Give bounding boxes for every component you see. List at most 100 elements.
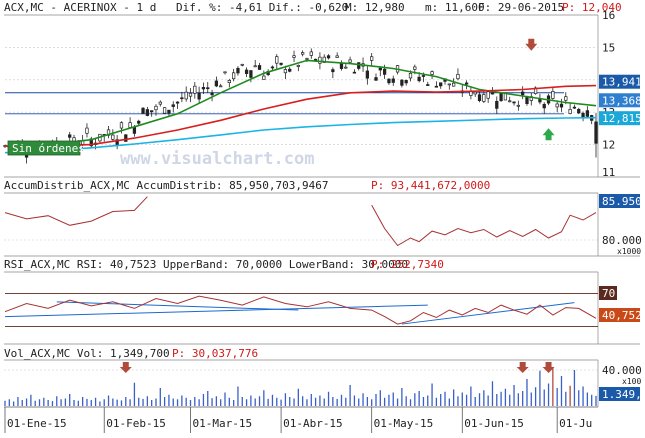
volume-value-tag [599, 387, 640, 401]
candle-body [223, 71, 227, 74]
accumdistrib-title: AccumDistrib_ACX,MC AccumDistrib: 85,950… [4, 179, 329, 192]
candle-body [551, 91, 555, 99]
price-tag-box [599, 93, 640, 108]
candle-body [206, 87, 210, 90]
candle-body [568, 109, 572, 114]
candle-body [175, 101, 180, 104]
volume-signal-arrow [542, 362, 555, 373]
series-ma_long [4, 116, 597, 154]
candle-body [145, 109, 149, 116]
candle-body [370, 56, 374, 61]
rsi-upper-tag-label: 70 [602, 287, 615, 300]
volume-signal-arrow [119, 362, 132, 373]
candle-body [115, 139, 119, 146]
volume-bars [4, 367, 597, 406]
x-tick-label: 01-May-15 [374, 417, 434, 430]
candle-body [400, 79, 404, 86]
price-tag-label: 13,368 [602, 94, 642, 107]
candle-body [404, 80, 408, 84]
candle-body [439, 82, 443, 87]
price-panel: ACX,MC - ACERINOX - 1 d Dif. %: -4,61 Di… [3, 1, 642, 179]
signal-arrow-up [542, 128, 555, 141]
accumdistrib-segment [371, 204, 597, 247]
candle-body-last [594, 121, 598, 144]
candle-body [473, 91, 477, 95]
rsi-bands [5, 293, 598, 327]
candle-body [296, 64, 300, 67]
candle-body [512, 101, 516, 104]
volume-multiplier: x100 [622, 377, 641, 386]
candle-body [240, 63, 244, 66]
candle-body [283, 69, 288, 74]
candle-body [288, 68, 292, 72]
candle-body [201, 87, 206, 90]
candle-body [309, 51, 313, 56]
candle-body [128, 122, 132, 128]
accumdistrib-extra: P: 93,441,672,0000 [371, 179, 490, 192]
candle-body [158, 101, 162, 105]
candle-body [232, 72, 236, 80]
candle-body [162, 107, 167, 114]
candle-body [564, 96, 568, 101]
candle-body [331, 69, 335, 73]
candle-body [374, 77, 378, 81]
candle-body [305, 58, 309, 60]
candle-body [124, 134, 128, 142]
candle-body [141, 107, 145, 114]
candle-body [434, 85, 439, 88]
signal-arrows [525, 38, 555, 141]
candle-body [499, 93, 503, 102]
candle-body [464, 82, 469, 85]
candle-body [344, 66, 348, 69]
rsi-trendline [4, 304, 428, 318]
x-tick-label: 01-Ene-15 [7, 417, 67, 430]
series-ma_medium [4, 84, 597, 147]
x-tick-label: 01-Ju [559, 417, 592, 430]
candle-body [257, 65, 262, 70]
candle-body [335, 55, 339, 58]
price-tag-label: 13,941 [602, 76, 642, 89]
sin-ordenes-label: Sin órdenes [12, 142, 85, 155]
price-header-max: M: 12,980 [345, 1, 405, 14]
candle-body [227, 80, 231, 84]
price-tag-label: 12,815 [602, 112, 642, 125]
candle-body [382, 68, 387, 75]
price-tag-box [599, 74, 640, 89]
accumdistrib-value-tag [599, 194, 640, 208]
volume-value-label: 1.349,7 [602, 388, 645, 401]
candle-body [318, 56, 322, 64]
volume-tick: 40.000 [602, 364, 642, 377]
accumdistrib-segment [4, 196, 148, 226]
candle-body [542, 103, 546, 109]
sin-ordenes-box [7, 140, 81, 156]
candle-body [89, 138, 93, 147]
candle-body [236, 67, 240, 74]
volume-extra: P: 30,037,776 [172, 347, 258, 360]
candle-body [85, 127, 89, 134]
series-ma_short [4, 59, 597, 147]
volume-title: Vol_ACX,MC Vol: 1,349,700 [4, 347, 170, 360]
price-tag-box [599, 111, 640, 126]
candle-body [326, 55, 331, 59]
candle-body [508, 100, 512, 103]
candle-body [249, 70, 253, 78]
candle-body [417, 76, 421, 82]
moving-averages [4, 59, 597, 154]
candle-body [365, 70, 369, 79]
candle-body [555, 103, 559, 108]
price-header-last: P: 12,040 [562, 1, 622, 14]
volume-panel: Vol_ACX,MC Vol: 1,349,700 P: 30,037,776 … [4, 343, 645, 407]
price-tick-label: 12 [602, 139, 615, 152]
candle-body [352, 71, 357, 74]
rsi-value-label: 40,752 [602, 309, 642, 322]
candle-body [180, 97, 184, 100]
rsi-trendlines [4, 301, 575, 325]
accumdistrib-multiplier: x1000 [617, 247, 641, 256]
candle-body [559, 103, 564, 108]
rsi-trendline [401, 302, 575, 325]
accumdistrib-line [4, 196, 597, 247]
x-axis-labels: 01-Ene-15 01-Feb-15 01-Mar-15 01-Abr-15 01-M… [4, 407, 592, 433]
x-axis: 01-Ene-15 01-Feb-15 01-Mar-15 01-Abr-15 01-M… [4, 406, 598, 433]
